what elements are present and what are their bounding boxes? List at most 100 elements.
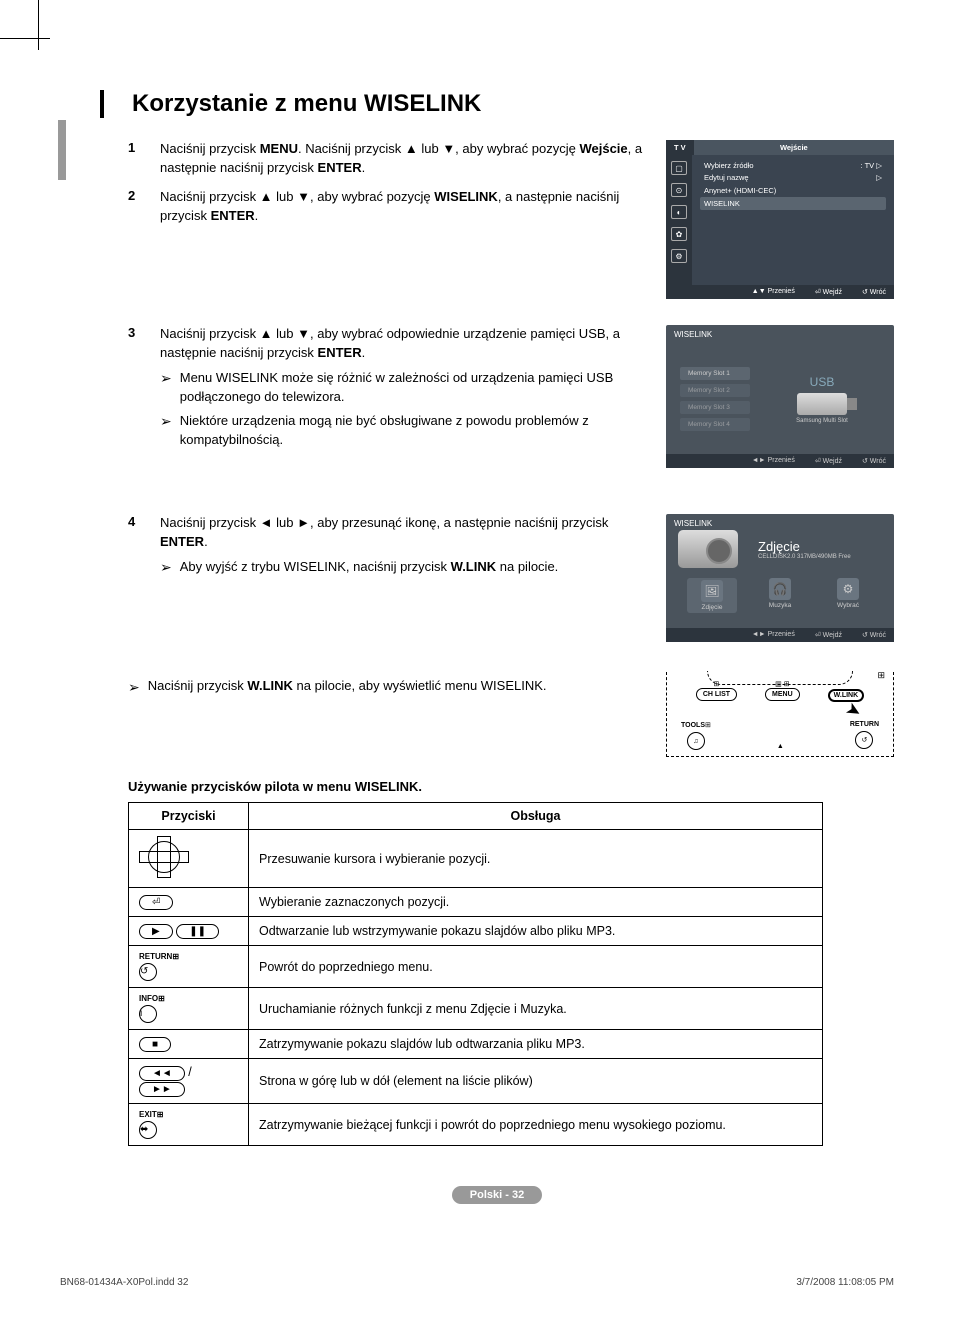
- button-cell: ⏎: [129, 888, 249, 917]
- desc-cell: Odtwarzanie lub wstrzymywanie pokazu sla…: [249, 917, 823, 946]
- osd-wiselink-photo: WISELINK Zdjęcie CELLDISK2.0 317MB/490MB…: [666, 514, 894, 642]
- table-row: INFO⊞ i Uruchamianie różnych funkcji z men…: [129, 988, 823, 1030]
- return-hint: ↺ Wróć: [862, 288, 886, 296]
- info-icon: i: [139, 1005, 157, 1023]
- info-label: INFO⊞: [139, 994, 238, 1003]
- osd-footer: ◄► Przenieś ⏎ Wejdź ↺ Wróć: [666, 628, 894, 642]
- mode-muzyka: 🎧Muzyka: [755, 578, 805, 613]
- button-cell: [129, 830, 249, 888]
- note-arrow-icon: ➢: [160, 369, 172, 407]
- button-cell: ■: [129, 1030, 249, 1059]
- desc-cell: Przesuwanie kursora i wybieranie pozycji…: [249, 830, 823, 888]
- note-arrow-icon: ➢: [160, 412, 172, 450]
- desc-cell: Zatrzymywanie pokazu slajdów lub odtwarz…: [249, 1030, 823, 1059]
- side-accent: [58, 120, 66, 180]
- enter-hint: ⏎ Wejdź: [815, 631, 842, 639]
- desc-cell: Zatrzymywanie bieżącej funkcji i powrót …: [249, 1104, 823, 1146]
- note: ➢ Menu WISELINK może się różnić w zależn…: [160, 369, 654, 407]
- pip-icon: ⊞: [877, 670, 885, 681]
- button-cell: INFO⊞ i: [129, 988, 249, 1030]
- osd-title: Wejście: [694, 140, 894, 155]
- osd-menu-item: Edytuj nazwę ▷: [700, 172, 886, 185]
- button-cell: RETURN⊞ ↺: [129, 946, 249, 988]
- button-cell: ▶ ❚❚: [129, 917, 249, 946]
- step-num: 4: [128, 514, 142, 577]
- input-icon: ⊙: [671, 183, 687, 197]
- osd-sidebar-icons: ▢ ⊙ ◐ ✿ ⚙: [666, 155, 692, 285]
- enter-hint: ⏎ Wejdź: [815, 457, 842, 465]
- button-cell: ◄◄ / ►►: [129, 1059, 249, 1104]
- memory-slot: Memory Slot 1: [680, 367, 750, 380]
- picture-icon: ◐: [671, 205, 687, 219]
- remote-diagram: ⊞ ⊞ CH LIST ▥ ⊞ MENU W.LINK ➤ TOOLS⊞: [666, 672, 894, 757]
- remote-return-button: RETURN ↺: [850, 721, 879, 750]
- stop-icon: ■: [139, 1037, 171, 1052]
- desc-cell: Powrót do poprzedniego menu.: [249, 946, 823, 988]
- footer-file: BN68-01434A-X0Pol.indd 32: [60, 1277, 188, 1288]
- return-hint: ↺ Wróć: [862, 457, 886, 465]
- pause-icon: ❚❚: [176, 924, 219, 939]
- button-cell: EXIT⊞ ⬌: [129, 1104, 249, 1146]
- exit-icon: ⬌: [139, 1121, 157, 1139]
- osd-footer: ◄► Przenieś ⏎ Wejdź ↺ Wróć: [666, 454, 894, 468]
- note-arrow-icon: ➢: [128, 678, 140, 696]
- col-buttons: Przyciski: [129, 803, 249, 830]
- step-num: 1: [128, 140, 142, 178]
- osd-menu-item: WISELINK: [700, 197, 886, 210]
- move-hint: ▲▼ Przenieś: [752, 288, 795, 296]
- tv-icon: ▢: [671, 161, 687, 175]
- table-row: EXIT⊞ ⬌ Zatrzymywanie bieżącej funkcji i p…: [129, 1104, 823, 1146]
- footer-timestamp: 3/7/2008 11:08:05 PM: [796, 1277, 894, 1288]
- step-body: Naciśnij przycisk ◄ lub ►, aby przesunąć…: [160, 514, 654, 577]
- desc-cell: Strona w górę lub w dół (element na liśc…: [249, 1059, 823, 1104]
- step-1: 1 Naciśnij przycisk MENU. Naciśnij przyc…: [128, 140, 654, 178]
- note-arrow-icon: ➢: [160, 558, 172, 577]
- move-hint: ◄► Przenieś: [752, 457, 795, 465]
- note: ➢ Niektóre urządzenia mogą nie być obsłu…: [160, 412, 654, 450]
- title-block: Korzystanie z menu WISELINK: [100, 90, 894, 118]
- subheading: Używanie przycisków pilota w menu WISELI…: [128, 779, 894, 794]
- osd-footer: ▲▼ Przenieś ⏎ Wejdź ↺ Wróć: [666, 285, 894, 299]
- osd-tab-tv: T V: [666, 140, 694, 155]
- step-2: 2 Naciśnij przycisk ▲ lub ▼, aby wybrać …: [128, 188, 654, 226]
- note-wlink: ➢ Naciśnij przycisk W.LINK na pilocie, a…: [128, 678, 654, 696]
- remote-buttons-table: Przyciski Obsługa Przesuwanie kursora i …: [128, 802, 823, 1146]
- memory-slot: Memory Slot 4: [680, 418, 750, 431]
- usb-sublabel: Samsung Multi Slot: [764, 418, 880, 424]
- return-icon: ↺: [139, 963, 157, 981]
- memory-slot: Memory Slot 2: [680, 384, 750, 397]
- camera-icon: [678, 530, 738, 568]
- dpad-icon: [139, 836, 189, 878]
- exit-label: EXIT⊞: [139, 1110, 238, 1119]
- return-icon: ↺: [855, 731, 873, 749]
- usb-label: USB: [764, 375, 880, 389]
- setup-icon: ⚙: [671, 249, 687, 263]
- return-hint: ↺ Wróć: [862, 631, 886, 639]
- step-num: 3: [128, 325, 142, 450]
- play-icon: ▶: [139, 924, 173, 939]
- ffwd-icon: ►►: [139, 1082, 185, 1097]
- mode-zdjęcie: 🖼Zdjęcie: [687, 578, 737, 613]
- table-row: ■ Zatrzymywanie pokazu slajdów lub odtwar…: [129, 1030, 823, 1059]
- step-num: 2: [128, 188, 142, 226]
- table-row: ◄◄ / ►►Strona w górę lub w dół (element …: [129, 1059, 823, 1104]
- move-hint: ◄► Przenieś: [752, 631, 795, 639]
- table-row: ▶ ❚❚Odtwarzanie lub wstrzymywanie pokazu…: [129, 917, 823, 946]
- page-title: Korzystanie z menu WISELINK: [132, 90, 894, 118]
- sound-icon: ✿: [671, 227, 687, 241]
- tools-icon: ♫: [687, 732, 705, 750]
- desc-cell: Uruchamianie różnych funkcji z menu Zdję…: [249, 988, 823, 1030]
- print-footer: BN68-01434A-X0Pol.indd 32 3/7/2008 11:08…: [60, 1277, 894, 1288]
- osd-menu-item: Anynet+ (HDMI-CEC): [700, 185, 886, 198]
- osd-brand: WISELINK: [666, 325, 894, 344]
- usb-stick-icon: [797, 393, 847, 415]
- enter-icon: ⏎: [139, 895, 173, 910]
- note: ➢ Aby wyjść z trybu WISELINK, naciśnij p…: [160, 558, 654, 577]
- table-row: RETURN⊞ ↺ Powrót do poprzedniego menu.: [129, 946, 823, 988]
- osd-menu-item: Wybierz źródło: TV ▷: [700, 159, 886, 172]
- return-label: RETURN⊞: [139, 952, 238, 961]
- enter-hint: ⏎ Wejdź: [815, 288, 842, 296]
- page-number: Polski - 32: [452, 1186, 542, 1204]
- up-arrow-icon: ▲: [777, 743, 784, 750]
- table-row: ⏎Wybieranie zaznaczonych pozycji.: [129, 888, 823, 917]
